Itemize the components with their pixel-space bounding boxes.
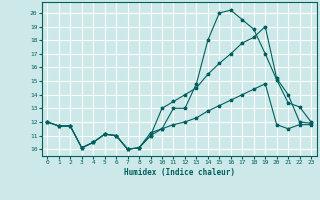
X-axis label: Humidex (Indice chaleur): Humidex (Indice chaleur) xyxy=(124,168,235,177)
